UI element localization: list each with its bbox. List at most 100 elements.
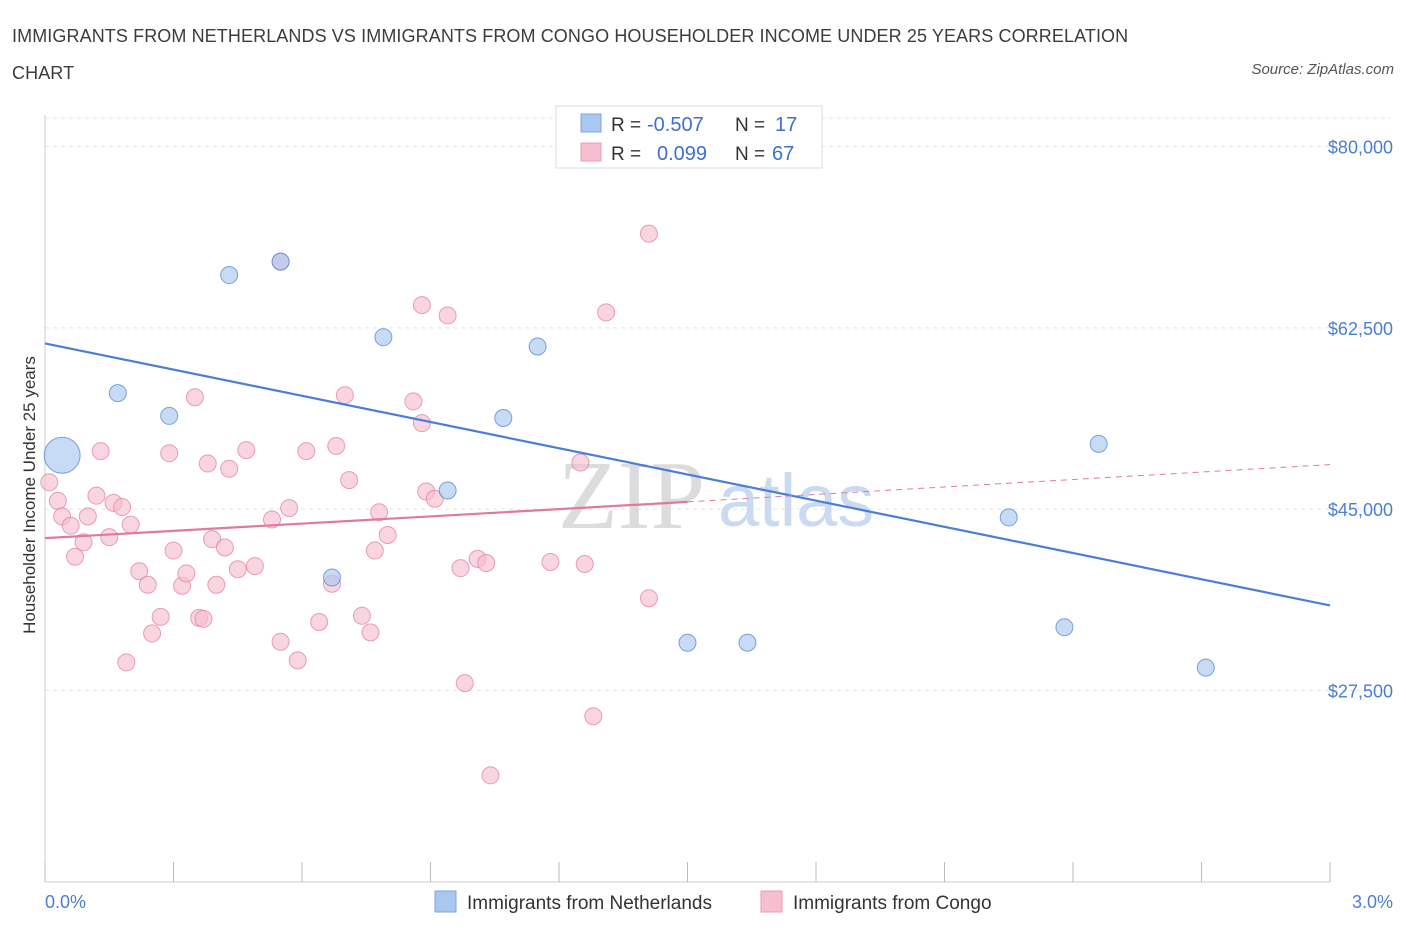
series-legend: Immigrants from Netherlands Immigrants f… (434, 890, 992, 914)
axes (44, 115, 1331, 883)
watermark-atlas: atlas (718, 459, 874, 542)
legend-r-label-2: R = (611, 144, 641, 165)
point-netherlands (108, 384, 127, 403)
point-congo (113, 498, 132, 517)
point-congo (412, 414, 431, 433)
point-congo (130, 562, 149, 581)
legend-n-value-1: 17 (775, 114, 797, 136)
point-congo (121, 515, 140, 534)
point-congo (117, 653, 136, 672)
y-tick-label: $27,500 (1328, 681, 1393, 701)
legend-r-label-1: R = (611, 115, 641, 136)
point-congo (575, 555, 594, 574)
trend-line-congo (44, 500, 688, 540)
point-congo (61, 516, 80, 535)
bottom-legend-netherlands: Immigrants from Netherlands (467, 893, 712, 914)
legend-r-value-1: -0.507 (647, 114, 704, 136)
point-congo (297, 442, 316, 461)
point-congo (361, 623, 380, 642)
point-netherlands (1089, 434, 1108, 453)
x-tick-label-max: 3.0% (1352, 892, 1393, 912)
point-congo (597, 303, 616, 322)
legend-swatch-congo (580, 142, 602, 162)
point-congo (451, 559, 470, 578)
series-netherlands-points (43, 144, 1215, 677)
point-congo (207, 575, 226, 594)
point-congo (335, 386, 354, 405)
y-axis-title: Householder Income Under 25 years (20, 356, 39, 634)
point-congo (438, 306, 457, 325)
point-netherlands (374, 328, 393, 347)
bottom-legend-swatch-congo (760, 890, 783, 913)
point-netherlands (271, 252, 290, 271)
point-netherlands (999, 508, 1018, 527)
source-label: Source: ZipAtlas.com (1251, 61, 1394, 78)
point-congo (215, 538, 234, 557)
point-congo (263, 510, 282, 529)
legend-n-value-2: 67 (772, 143, 794, 165)
grid-lines (45, 117, 1390, 691)
point-congo (203, 530, 222, 549)
point-congo (327, 436, 346, 455)
point-congo (138, 575, 157, 594)
point-congo (100, 528, 119, 547)
legend-r-value-2: 0.099 (657, 143, 707, 165)
bottom-legend-congo: Immigrants from Congo (793, 893, 992, 914)
point-congo (177, 564, 196, 583)
y-tick-label: $80,000 (1328, 138, 1393, 158)
point-congo (228, 560, 247, 579)
point-congo (378, 526, 397, 545)
point-netherlands (528, 337, 547, 356)
point-congo (404, 392, 423, 411)
point-congo (271, 632, 290, 651)
point-congo (481, 766, 500, 785)
series-congo-points (40, 224, 658, 785)
point-congo (164, 541, 183, 560)
trend-lines (44, 342, 1331, 607)
stats-legend: R = -0.507 N = 17 R = 0.099 N = 67 (555, 105, 823, 169)
point-netherlands (494, 408, 513, 427)
point-congo (365, 541, 384, 560)
point-congo (477, 553, 496, 572)
point-congo (74, 533, 93, 552)
point-netherlands (738, 633, 757, 652)
chart-title: IMMIGRANTS FROM NETHERLANDS VS IMMIGRANT… (12, 26, 1129, 83)
point-congo (185, 388, 204, 407)
y-tick-label: $62,500 (1328, 319, 1393, 339)
point-congo (245, 557, 264, 576)
point-netherlands (1196, 658, 1215, 677)
point-congo (151, 607, 170, 626)
point-netherlands (678, 633, 697, 652)
point-netherlands (220, 266, 239, 285)
point-congo (571, 453, 590, 472)
point-congo (194, 609, 213, 628)
point-netherlands (438, 481, 457, 500)
point-congo (639, 224, 658, 243)
point-congo (639, 589, 658, 608)
point-congo (541, 552, 560, 571)
point-netherlands (43, 436, 81, 474)
point-congo (91, 442, 110, 461)
point-congo (280, 499, 299, 518)
point-congo (143, 624, 162, 643)
legend-swatch-netherlands (580, 113, 602, 133)
point-netherlands (322, 568, 341, 587)
point-congo (288, 651, 307, 670)
point-netherlands (1055, 618, 1074, 637)
x-tick-label-min: 0.0% (45, 892, 86, 912)
point-congo (352, 606, 371, 625)
trend-line-congo-extension (687, 464, 1331, 503)
point-congo (455, 674, 474, 693)
point-congo (160, 444, 179, 463)
point-congo (584, 707, 603, 726)
point-congo (412, 296, 431, 315)
legend-n-label-2: N = (735, 144, 765, 165)
point-congo (65, 547, 84, 566)
point-congo (340, 471, 359, 490)
y-tick-label: $45,000 (1328, 500, 1393, 520)
point-netherlands (160, 406, 179, 425)
legend-n-label-1: N = (735, 115, 765, 136)
tick-labels: $80,000 $62,500 $45,000 $27,500 0.0% 3.0% (45, 138, 1393, 912)
point-congo (425, 489, 444, 508)
bottom-legend-swatch-netherlands (434, 890, 457, 913)
